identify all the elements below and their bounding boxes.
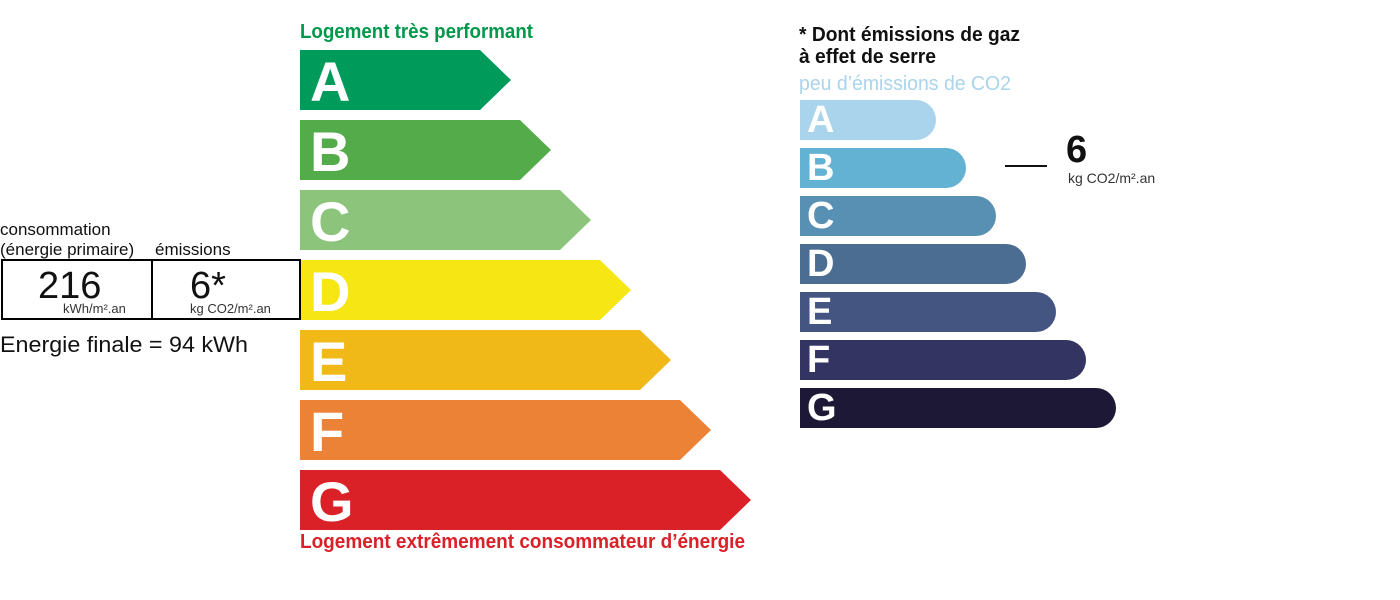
svg-text:E: E [807, 291, 832, 333]
svg-text:D: D [807, 243, 834, 285]
svg-text:B: B [310, 120, 350, 183]
svg-text:(énergie primaire): (énergie primaire) [0, 240, 134, 259]
svg-text:* Dont émissions de gaz: * Dont émissions de gaz [799, 24, 1020, 46]
svg-text:C: C [310, 190, 350, 253]
svg-text:consommation: consommation [0, 220, 111, 239]
svg-text:D: D [310, 260, 350, 323]
svg-text:Logement extrêmement consommat: Logement extrêmement consommateur d’éner… [300, 531, 745, 553]
svg-text:F: F [807, 339, 830, 381]
svg-text:E: E [310, 330, 347, 393]
svg-text:6: 6 [1066, 129, 1087, 171]
svg-text:kg CO2/m².an: kg CO2/m².an [1068, 170, 1155, 186]
svg-text:A: A [807, 99, 834, 141]
svg-text:peu d’émissions de CO2: peu d’émissions de CO2 [799, 73, 1011, 95]
svg-text:émissions: émissions [155, 240, 231, 259]
svg-text:G: G [310, 470, 354, 533]
svg-text:kg CO2/m².an: kg CO2/m².an [190, 301, 271, 316]
svg-text:Energie finale = 94 kWh: Energie finale = 94 kWh [0, 332, 248, 357]
svg-text:Logement très performant: Logement très performant [300, 21, 533, 43]
svg-text:C: C [807, 195, 834, 237]
svg-text:kWh/m².an: kWh/m².an [63, 301, 126, 316]
svg-text:G: G [807, 387, 837, 429]
svg-text:B: B [807, 147, 834, 189]
svg-text:à effet de serre: à effet de serre [799, 46, 936, 68]
svg-text:A: A [310, 50, 350, 113]
svg-text:F: F [310, 400, 344, 463]
